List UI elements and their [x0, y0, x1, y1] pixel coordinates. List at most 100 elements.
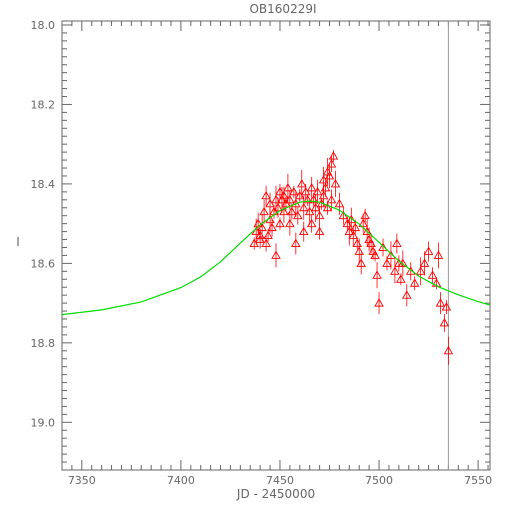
- y-tick-label: 18.2: [31, 98, 56, 111]
- data-point: [283, 173, 293, 202]
- data-point: [360, 208, 370, 223]
- triangle-marker: [283, 182, 293, 192]
- data-point: [298, 195, 309, 220]
- triangle-marker: [312, 186, 323, 196]
- data-point: [435, 292, 446, 315]
- triangle-marker: [273, 202, 283, 212]
- data-point: [306, 176, 317, 199]
- data-point: [328, 150, 339, 163]
- data-points: [249, 150, 454, 365]
- data-point: [415, 257, 426, 286]
- data-point: [396, 273, 406, 286]
- data-point: [312, 179, 323, 204]
- data-point: [402, 284, 412, 307]
- triangle-marker: [372, 270, 382, 279]
- triangle-marker: [392, 238, 402, 247]
- triangle-marker: [296, 179, 307, 188]
- data-point: [368, 243, 378, 260]
- data-point: [392, 233, 402, 254]
- triangle-marker: [366, 238, 376, 247]
- x-tick-label: 7450: [266, 474, 294, 487]
- triangle-marker: [279, 206, 289, 216]
- triangle-marker: [265, 198, 275, 208]
- data-point: [350, 219, 361, 236]
- model-curve: [61, 200, 491, 316]
- triangle-marker: [326, 194, 337, 204]
- data-point: [374, 292, 384, 315]
- triangle-marker: [314, 226, 325, 236]
- data-point: [390, 259, 400, 284]
- triangle-marker: [382, 258, 392, 267]
- data-point: [259, 199, 269, 224]
- y-tick-label: 18.8: [31, 337, 56, 350]
- data-point: [352, 237, 363, 250]
- triangle-marker: [354, 246, 364, 255]
- triangle-marker: [320, 182, 331, 192]
- data-point: [285, 211, 295, 236]
- y-tick-label: 18.4: [31, 178, 56, 191]
- data-point: [314, 205, 325, 226]
- triangle-marker: [271, 250, 281, 259]
- data-point: [334, 192, 345, 215]
- data-point: [293, 206, 303, 225]
- triangle-marker: [259, 206, 269, 216]
- data-point: [324, 163, 335, 188]
- triangle-marker: [263, 230, 273, 240]
- triangle-marker: [419, 258, 430, 267]
- triangle-marker: [358, 218, 368, 228]
- y-axis-label: I: [16, 235, 20, 249]
- triangle-marker: [298, 202, 309, 212]
- data-point: [291, 232, 301, 255]
- x-tick-label: 7550: [464, 474, 492, 487]
- data-point: [439, 313, 450, 332]
- data-point: [265, 192, 275, 215]
- x-axis-tick-labels: 7350 7400 7450 7500 7550: [68, 474, 492, 487]
- triangle-marker: [281, 198, 291, 208]
- data-point: [295, 188, 305, 203]
- triangle-marker: [287, 206, 297, 216]
- data-point: [314, 223, 325, 240]
- triangle-marker: [334, 198, 345, 208]
- x-tick-label: 7350: [68, 474, 96, 487]
- triangle-marker: [338, 210, 349, 220]
- triangle-marker: [439, 318, 450, 327]
- data-point: [372, 262, 382, 289]
- triangle-marker: [324, 171, 335, 180]
- triangle-marker: [374, 298, 384, 307]
- triangle-marker: [378, 242, 388, 251]
- data-point: [338, 206, 349, 225]
- data-point: [409, 276, 420, 291]
- triangle-marker: [279, 190, 289, 200]
- triangle-marker: [330, 179, 341, 188]
- triangle-marker: [275, 218, 285, 228]
- data-point: [433, 242, 444, 269]
- triangle-marker: [405, 266, 416, 275]
- data-point: [263, 229, 273, 242]
- data-point: [289, 185, 299, 198]
- x-axis-label: JD - 2450000: [236, 487, 315, 501]
- triangle-marker: [261, 190, 271, 200]
- triangle-marker: [306, 182, 317, 192]
- y-tick-label: 18.6: [31, 257, 56, 270]
- triangle-marker: [423, 246, 434, 255]
- data-point: [370, 249, 380, 262]
- data-point: [267, 218, 277, 237]
- triangle-marker: [435, 298, 446, 307]
- triangle-marker: [306, 218, 317, 228]
- data-point: [378, 238, 388, 257]
- x-tick-label: 7500: [365, 474, 393, 487]
- triangle-marker: [326, 159, 337, 168]
- data-point: [419, 251, 430, 276]
- triangle-marker: [443, 345, 454, 355]
- triangle-marker: [267, 222, 277, 232]
- triangle-marker: [402, 290, 412, 299]
- triangle-marker: [300, 186, 311, 196]
- triangle-marker: [304, 206, 315, 216]
- data-point: [348, 225, 359, 246]
- data-point: [346, 207, 357, 232]
- triangle-marker: [285, 194, 295, 204]
- data-point: [423, 241, 434, 262]
- triangle-marker: [390, 266, 400, 275]
- data-point: [261, 185, 271, 206]
